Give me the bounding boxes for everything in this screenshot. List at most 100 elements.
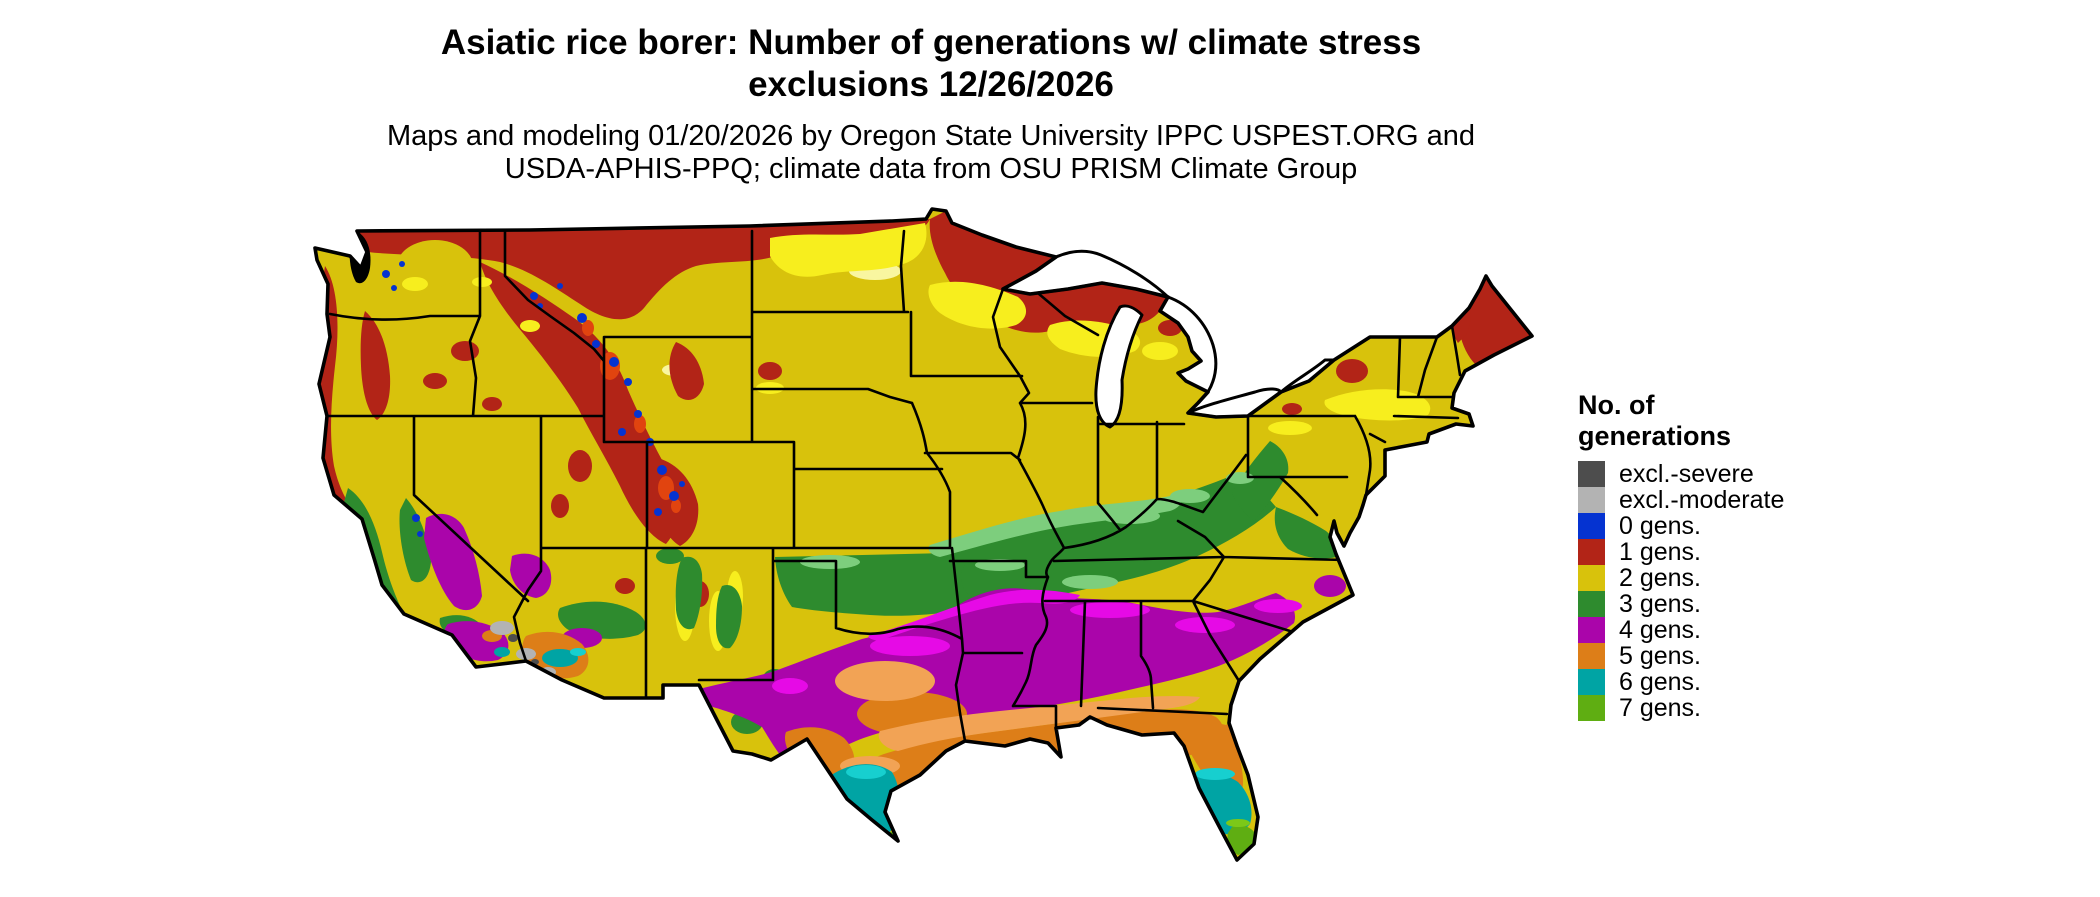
legend-swatch-gens1 [1578, 539, 1605, 565]
map-region-3-gens [656, 548, 684, 564]
map-region-bright-magenta [870, 636, 950, 656]
legend-label-gens5: 5 gens. [1619, 642, 1702, 670]
map-region-0-gens [412, 514, 420, 522]
map-region-1-gens [669, 342, 704, 400]
map-region-1-gens [451, 341, 479, 361]
map-region-0-gens [592, 340, 600, 348]
us-outline [313, 207, 1534, 862]
map-region-bright-green [1226, 819, 1250, 827]
legend-label-gens7: 7 gens. [1619, 694, 1702, 722]
map-region-bright-cyan [1195, 768, 1235, 780]
map-region-bright-cyan [846, 765, 886, 779]
title-block: Asiatic rice borer: Number of generation… [0, 22, 1862, 186]
legend-item-gens6: 6 gens. [1578, 669, 1838, 696]
map-region-1-gens [551, 494, 569, 518]
map-region-bright-yellow [1336, 400, 1364, 412]
legend-item-gens0: 0 gens. [1578, 512, 1838, 540]
map-region-orange-red [582, 320, 594, 336]
map-title-line2: exclusions 12/26/2026 [748, 65, 1114, 104]
legend: No. of generations excl.-severe excl.-mod… [1578, 390, 1838, 722]
map-region-1-gens [1158, 320, 1182, 336]
legend-swatch-gens5 [1578, 643, 1605, 669]
map-region-1-gens [482, 397, 502, 411]
map-region-7-gens [1249, 859, 1255, 860]
map-region-2-gens [435, 282, 485, 310]
map-region-bright-yellow [1142, 342, 1178, 360]
map-region-orange-red [671, 499, 681, 513]
map-region-3-gens [1232, 441, 1289, 521]
map-subtitle-line2: USDA-APHIS-PPQ; climate data from OSU PR… [504, 153, 1358, 185]
legend-item-gens7: 7 gens. [1578, 694, 1838, 722]
legend-swatch-gens7 [1578, 695, 1605, 721]
legend-swatch-gens4 [1578, 617, 1605, 643]
legend-label-gens2: 2 gens. [1619, 564, 1702, 592]
map-region-0-gens [654, 508, 662, 516]
map-subtitle-line1: Maps and modeling 01/20/2026 by Oregon S… [386, 120, 1476, 152]
map-region-3-gens [716, 584, 742, 649]
map-region-bright-magenta [1070, 602, 1150, 618]
map-region-excl-severe [508, 634, 518, 642]
map-region-1-gens [758, 362, 782, 380]
map-region-7-gens [1239, 862, 1245, 868]
map-raster-layers [315, 209, 1532, 868]
map-region-excl-moderate [516, 648, 536, 660]
legend-item-excl_moderate: excl.-moderate [1578, 487, 1838, 514]
map-region-bright-yellow [472, 277, 492, 287]
legend-label-gens1: 1 gens. [1619, 538, 1702, 566]
map-region-1-gens [568, 450, 592, 482]
map-region-bright-magenta [868, 589, 1080, 641]
legend-swatch-gens2 [1578, 565, 1605, 591]
map-region-bright-cyan [570, 648, 586, 656]
map-region-0-gens [399, 261, 405, 267]
map-region-0-gens [679, 481, 685, 487]
legend-item-gens1: 1 gens. [1578, 538, 1838, 566]
legend-swatch-excl_moderate [1578, 487, 1605, 513]
map-region-3-gens [399, 498, 431, 583]
legend-label-gens3: 3 gens. [1619, 590, 1702, 618]
map-region-3-gens [1274, 507, 1338, 559]
map-region-6-gens [494, 647, 510, 657]
map-region-0-gens [609, 357, 619, 367]
state-boundaries [324, 228, 1462, 743]
map-region-excl-moderate [490, 621, 514, 635]
map-region-1-gens [615, 578, 635, 594]
legend-item-gens4: 4 gens. [1578, 616, 1838, 644]
map-region-7-gens [1260, 857, 1264, 860]
legend-label-gens0: 0 gens. [1619, 512, 1702, 540]
map-region-0-gens [657, 465, 667, 475]
legend-item-gens2: 2 gens. [1578, 564, 1838, 592]
lake-michigan [1094, 304, 1144, 429]
map-region-0-gens [417, 531, 423, 537]
map-region-4-gens [424, 513, 482, 611]
map-region-6-gens [542, 649, 578, 667]
legend-item-excl_severe: excl.-severe [1578, 461, 1838, 488]
map-region-bright-yellow [1268, 421, 1312, 435]
legend-item-gens3: 3 gens. [1578, 590, 1838, 618]
map-title-line1: Asiatic rice borer: Number of generation… [440, 23, 1422, 62]
map-region-3-gens [675, 556, 703, 630]
legend-item-gens5: 5 gens. [1578, 642, 1838, 670]
legend-swatch-excl_severe [1578, 461, 1605, 487]
map-region-1-gens [360, 311, 391, 420]
map-region-1-gens [1452, 308, 1471, 343]
map-region-bright-magenta [1254, 599, 1302, 613]
map-region-0-gens [557, 283, 563, 289]
map-region-0-gens [577, 313, 587, 323]
legend-items: excl.-severe excl.-moderate 0 gens. 1 gens.… [1578, 461, 1838, 722]
map-region-4-gens [699, 588, 1296, 775]
legend-swatch-gens6 [1578, 669, 1605, 695]
map-region-light-orange [835, 661, 935, 701]
map-region-light-green [1170, 489, 1210, 503]
legend-swatch-gens3 [1578, 591, 1605, 617]
map-region-bright-yellow [402, 277, 428, 291]
map-region-4-gens [1314, 575, 1346, 597]
map-region-0-gens [634, 410, 642, 418]
map-region-0-gens [669, 491, 679, 501]
legend-label-gens4: 4 gens. [1619, 616, 1702, 644]
map-region-bright-yellow [520, 320, 540, 332]
map-region-0-gens [391, 285, 397, 291]
map-region-1-gens [1460, 276, 1532, 365]
map-region-1-gens [423, 373, 447, 389]
map-region-1-gens [1336, 359, 1368, 383]
